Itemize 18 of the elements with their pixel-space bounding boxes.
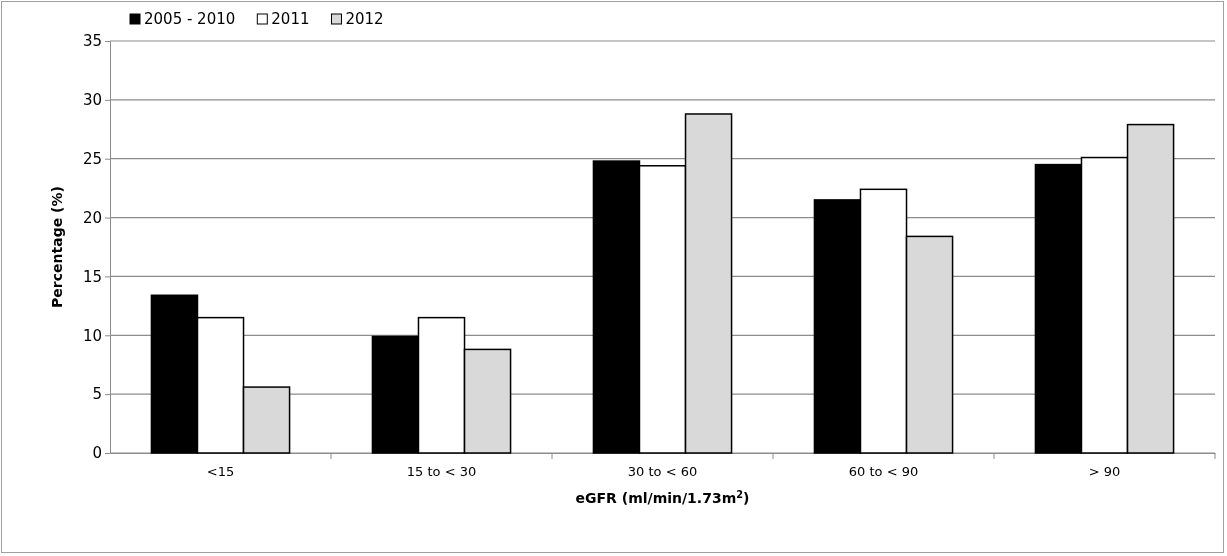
y-tick-label: 25	[82, 150, 102, 169]
y-tick-label: 0	[92, 444, 102, 463]
y-tick-label: 35	[82, 32, 102, 51]
x-tick-label: <15	[206, 464, 235, 480]
legend-label: 2011	[271, 10, 310, 28]
x-tick-label: > 90	[1088, 464, 1121, 480]
y-axis-title: Percentage (%)	[49, 186, 65, 308]
y-tick-label: 15	[82, 267, 102, 286]
legend-label: 2012	[345, 10, 384, 28]
x-tick-label: 15 to < 30	[406, 464, 477, 480]
y-tick-label: 20	[82, 208, 102, 227]
x-axis-title: eGFR (ml/min/1.73m$^{2}$)	[575, 488, 750, 506]
y-tick-label: 30	[82, 91, 102, 110]
y-tick-label: 5	[92, 385, 102, 404]
x-tick-label: 60 to < 90	[848, 464, 919, 480]
x-tick-label: 30 to < 60	[627, 464, 698, 480]
y-tick-label: 10	[82, 326, 102, 345]
legend-label: 2005 - 2010	[144, 10, 236, 28]
